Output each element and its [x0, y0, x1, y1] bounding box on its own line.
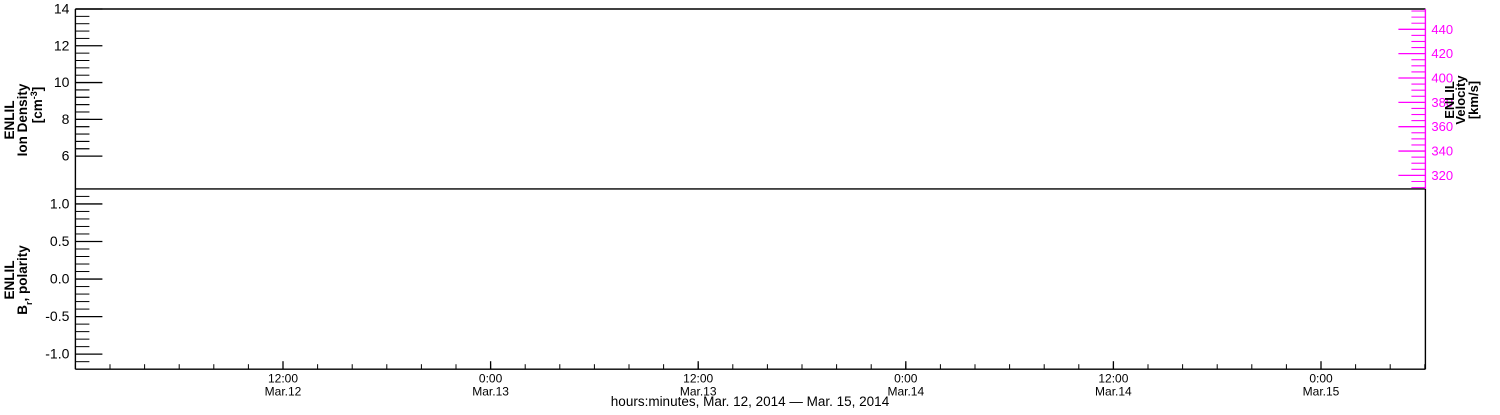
svg-text:Mar.12: Mar.12 — [265, 385, 302, 399]
svg-text:0:00: 0:00 — [479, 372, 503, 386]
svg-text:Mar.14: Mar.14 — [887, 385, 924, 399]
svg-text:360: 360 — [1431, 119, 1453, 134]
svg-text:0:00: 0:00 — [894, 372, 918, 386]
svg-text:12:00: 12:00 — [683, 372, 713, 386]
svg-text:420: 420 — [1431, 46, 1453, 61]
svg-text:6: 6 — [62, 148, 70, 164]
svg-text:0.0: 0.0 — [50, 271, 70, 287]
svg-text:hours:minutes, Mar. 12, 2014 —: hours:minutes, Mar. 12, 2014 — Mar. 15, … — [611, 394, 890, 409]
svg-text:-1.0: -1.0 — [45, 346, 69, 362]
svg-text:12:00: 12:00 — [268, 372, 298, 386]
svg-text:14: 14 — [54, 1, 70, 17]
svg-text:0:00: 0:00 — [1309, 372, 1333, 386]
svg-text:0.5: 0.5 — [50, 233, 70, 249]
svg-text:1.0: 1.0 — [50, 195, 70, 211]
svg-text:8: 8 — [62, 111, 70, 127]
svg-text:320: 320 — [1431, 168, 1453, 183]
svg-text:Mar.14: Mar.14 — [1095, 385, 1132, 399]
svg-text:[cm-3]: [cm-3] — [29, 87, 45, 124]
svg-text:10: 10 — [54, 74, 70, 90]
svg-text:440: 440 — [1431, 22, 1453, 37]
svg-text:Ion Density: Ion Density — [15, 83, 30, 156]
svg-text:12:00: 12:00 — [1098, 372, 1128, 386]
svg-text:340: 340 — [1431, 144, 1453, 159]
svg-text:-0.5: -0.5 — [45, 308, 69, 324]
svg-text:12: 12 — [54, 37, 70, 53]
svg-text:Mar.13: Mar.13 — [472, 385, 509, 399]
svg-text:[km/s]: [km/s] — [1466, 81, 1481, 119]
svg-text:Mar.15: Mar.15 — [1303, 385, 1340, 399]
